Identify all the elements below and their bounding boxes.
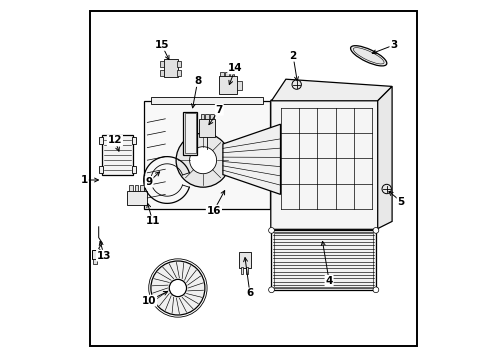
Polygon shape bbox=[223, 124, 280, 194]
Text: 1: 1 bbox=[81, 175, 88, 185]
Text: 14: 14 bbox=[228, 63, 243, 73]
FancyBboxPatch shape bbox=[270, 100, 378, 229]
Circle shape bbox=[176, 133, 230, 187]
Bar bbox=[184, 113, 195, 153]
Bar bbox=[199, 119, 214, 137]
Bar bbox=[271, 230, 375, 290]
Text: 2: 2 bbox=[289, 51, 296, 61]
Bar bbox=[163, 59, 178, 77]
Bar bbox=[140, 185, 143, 191]
Bar bbox=[274, 233, 372, 287]
Text: 12: 12 bbox=[107, 135, 122, 145]
Text: 16: 16 bbox=[206, 206, 221, 216]
Ellipse shape bbox=[350, 46, 386, 66]
Bar bbox=[239, 252, 250, 268]
Bar bbox=[240, 267, 243, 274]
Circle shape bbox=[151, 261, 204, 315]
Circle shape bbox=[372, 287, 378, 293]
Bar bbox=[183, 112, 197, 155]
Circle shape bbox=[372, 228, 378, 233]
Bar bbox=[127, 191, 147, 205]
Bar bbox=[230, 72, 234, 76]
Text: 5: 5 bbox=[397, 197, 404, 207]
Text: 4: 4 bbox=[325, 276, 332, 286]
Circle shape bbox=[189, 147, 216, 174]
Text: 3: 3 bbox=[389, 40, 397, 50]
Bar bbox=[225, 72, 228, 76]
Bar bbox=[102, 135, 133, 175]
Bar bbox=[209, 114, 213, 119]
Bar bbox=[219, 76, 236, 94]
Bar bbox=[160, 70, 164, 76]
Bar bbox=[92, 259, 97, 264]
Circle shape bbox=[291, 80, 301, 89]
Bar bbox=[205, 114, 208, 119]
Bar bbox=[177, 70, 181, 76]
Bar bbox=[134, 185, 138, 191]
Bar bbox=[99, 137, 103, 144]
Bar bbox=[200, 114, 204, 119]
Polygon shape bbox=[271, 79, 391, 101]
Bar bbox=[177, 61, 181, 67]
Bar bbox=[132, 137, 136, 144]
Bar bbox=[129, 185, 133, 191]
Text: 8: 8 bbox=[194, 76, 201, 86]
Bar bbox=[220, 72, 224, 76]
Bar bbox=[143, 101, 269, 209]
Bar bbox=[245, 267, 248, 274]
Text: 10: 10 bbox=[142, 296, 156, 306]
Polygon shape bbox=[377, 86, 391, 229]
Text: 15: 15 bbox=[154, 40, 169, 50]
Circle shape bbox=[169, 279, 186, 297]
Bar bbox=[91, 250, 106, 259]
Bar bbox=[236, 81, 242, 90]
Circle shape bbox=[268, 287, 274, 293]
Text: 11: 11 bbox=[145, 216, 160, 226]
Bar bbox=[132, 166, 136, 173]
Text: 13: 13 bbox=[97, 251, 111, 261]
Text: 9: 9 bbox=[145, 177, 152, 187]
Circle shape bbox=[268, 228, 274, 233]
Circle shape bbox=[381, 184, 390, 194]
Text: 6: 6 bbox=[246, 288, 253, 298]
Text: 7: 7 bbox=[215, 105, 223, 115]
Bar bbox=[160, 61, 164, 67]
Bar bbox=[151, 97, 262, 104]
Bar bbox=[99, 166, 103, 173]
